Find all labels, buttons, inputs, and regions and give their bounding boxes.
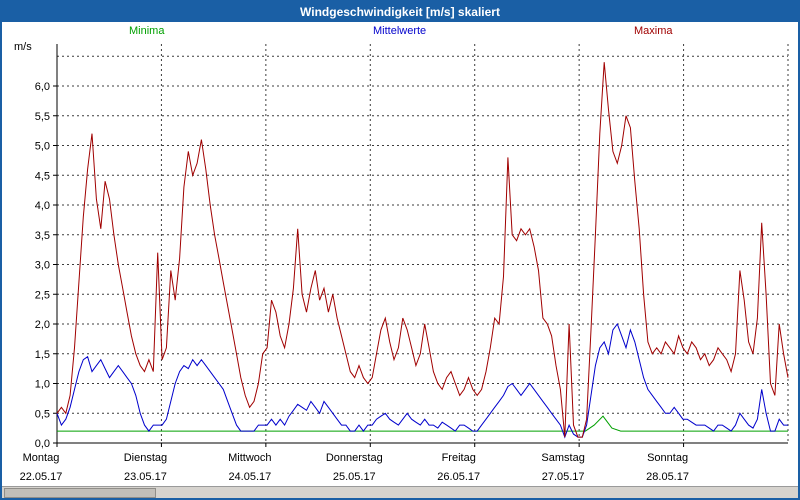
svg-text:0,0: 0,0 [35, 438, 50, 450]
svg-text:Sonntag: Sonntag [647, 452, 688, 464]
legend-minima: Minima [129, 25, 165, 37]
svg-text:4,0: 4,0 [35, 200, 50, 212]
svg-text:2,5: 2,5 [35, 289, 50, 301]
svg-text:27.05.17: 27.05.17 [542, 471, 585, 483]
y-axis-unit-label: m/s [14, 41, 32, 53]
svg-text:2,0: 2,0 [35, 319, 50, 331]
svg-text:5,0: 5,0 [35, 141, 50, 153]
horizontal-scrollbar[interactable] [2, 486, 798, 498]
chart-title: Windgeschwindigkeit [m/s] skaliert [300, 5, 500, 19]
legend-mittelwerte: Mittelwerte [373, 25, 427, 37]
svg-text:1,0: 1,0 [35, 379, 50, 391]
svg-text:Mittwoch: Mittwoch [228, 452, 271, 464]
svg-text:0,5: 0,5 [35, 408, 50, 420]
legend-maxima: Maxima [634, 25, 673, 37]
svg-text:5,5: 5,5 [35, 111, 50, 123]
svg-text:22.05.17: 22.05.17 [20, 471, 63, 483]
scrollbar-thumb[interactable] [4, 488, 156, 498]
svg-text:Freitag: Freitag [442, 452, 476, 464]
svg-text:24.05.17: 24.05.17 [228, 471, 271, 483]
wind-speed-line-chart: 0,0 0,5 1,0 1,5 2,0 2,5 3,0 3,5 4,0 4,5 5,0 5,5 6,0 M… [20, 44, 789, 483]
svg-text:Dienstag: Dienstag [124, 452, 167, 464]
svg-text:Donnerstag: Donnerstag [326, 452, 383, 464]
svg-text:6,0: 6,0 [35, 81, 50, 93]
svg-text:Samstag: Samstag [541, 452, 584, 464]
svg-text:3,0: 3,0 [35, 260, 50, 272]
svg-text:26.05.17: 26.05.17 [437, 471, 480, 483]
title-bar: Windgeschwindigkeit [m/s] skaliert [2, 2, 798, 22]
svg-text:25.05.17: 25.05.17 [333, 471, 376, 483]
svg-text:Montag: Montag [23, 452, 60, 464]
svg-text:3,5: 3,5 [35, 230, 50, 242]
svg-text:1,5: 1,5 [35, 349, 50, 361]
svg-text:4,5: 4,5 [35, 170, 50, 182]
svg-text:23.05.17: 23.05.17 [124, 471, 167, 483]
svg-text:28.05.17: 28.05.17 [646, 471, 689, 483]
